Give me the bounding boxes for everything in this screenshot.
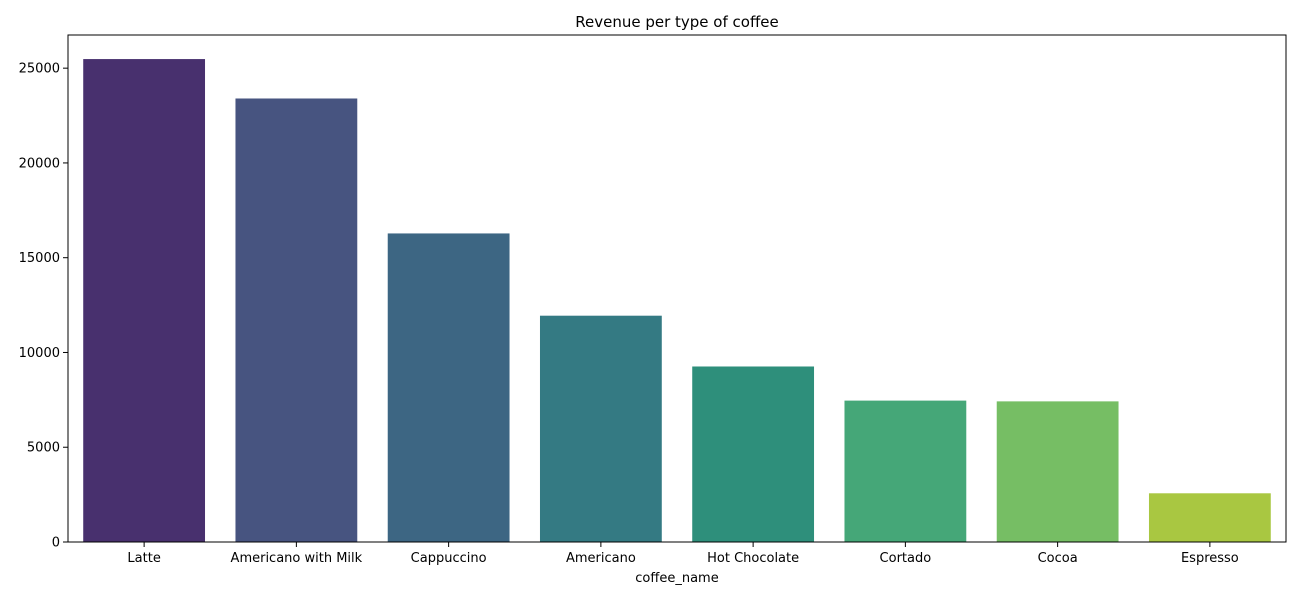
bar-hot-chocolate: [692, 366, 815, 542]
y-tick-label: 20000: [19, 156, 60, 171]
bar-espresso: [1148, 493, 1271, 542]
chart-title: Revenue per type of coffee: [575, 13, 779, 31]
bar-americano: [539, 315, 662, 542]
x-axis-label: coffee_name: [635, 571, 718, 586]
y-tick-label: 5000: [27, 441, 60, 456]
x-tick-label: Espresso: [1181, 551, 1239, 566]
plot-frame: [67, 34, 1287, 543]
bar-latte: [83, 59, 206, 542]
x-tick-label: Cappuccino: [411, 551, 487, 566]
x-tick-label: Latte: [127, 551, 160, 566]
y-tick-label: 10000: [19, 346, 60, 361]
x-tick-label: Cocoa: [1038, 551, 1078, 566]
bar-cortado: [844, 400, 967, 542]
x-tick-label: Hot Chocolate: [707, 551, 799, 566]
bar-cappuccino: [387, 233, 510, 542]
y-axis: 0 5000 10000 15000 20000 25000: [19, 62, 68, 551]
x-axis: Latte Americano with Milk Cappuccino Americ…: [127, 542, 1239, 566]
x-tick-label: Cortado: [880, 551, 932, 566]
y-tick-label: 25000: [19, 62, 60, 77]
y-tick-label: 0: [52, 536, 60, 551]
x-tick-label: Americano with Milk: [231, 551, 363, 566]
x-tick-label: Americano: [566, 551, 636, 566]
bar-cocoa: [996, 401, 1119, 542]
y-tick-label: 15000: [19, 251, 60, 266]
bars-layer: [83, 59, 1271, 543]
bar-americano-with-milk: [235, 98, 358, 543]
